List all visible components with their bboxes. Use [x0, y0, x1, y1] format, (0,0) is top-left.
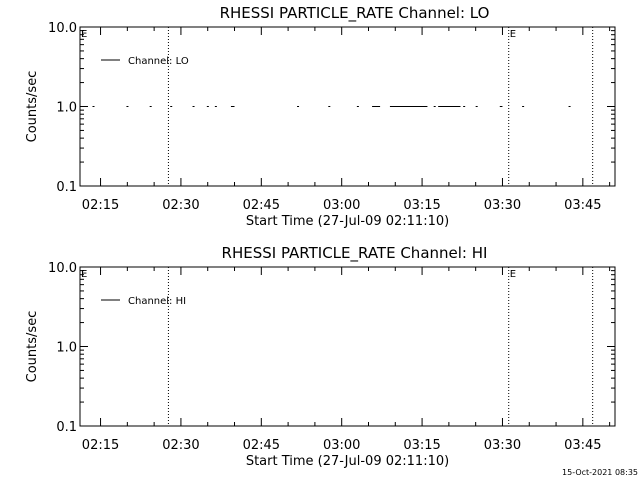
x-axis-label: Start Time (27-Jul-09 02:11:10) — [246, 214, 449, 229]
legend-entry: Channel: LO — [128, 56, 189, 67]
chart-title: RHESSI PARTICLE_RATE Channel: LO — [220, 4, 490, 23]
x-tick-label: 02:30 — [162, 438, 199, 453]
x-tick-label: 02:45 — [243, 438, 280, 453]
x-tick-label: 02:15 — [82, 198, 119, 213]
event-marker-label: E — [510, 269, 516, 280]
event-marker-label: E — [510, 29, 516, 40]
x-tick-label: 03:45 — [564, 198, 601, 213]
chart-panel-lo: RHESSI PARTICLE_RATE Channel: LO 0.1 1.0 10… — [25, 4, 616, 229]
generation-timestamp: 15-Oct-2021 08:35 — [562, 468, 638, 477]
x-tick-label: 02:30 — [162, 198, 199, 213]
y-axis-label: Counts/sec — [25, 311, 40, 383]
y-tick-label: 1.0 — [56, 101, 77, 116]
x-tick-label: 02:45 — [243, 198, 280, 213]
legend-entry: Channel: HI — [128, 296, 186, 307]
x-tick-label: 03:00 — [323, 198, 360, 213]
y-axis-label: Counts/sec — [25, 71, 40, 143]
chart-title: RHESSI PARTICLE_RATE Channel: HI — [222, 244, 488, 263]
x-tick-label: 03:30 — [484, 198, 521, 213]
x-tick-label: 03:30 — [484, 438, 521, 453]
x-tick-label: 03:15 — [403, 438, 440, 453]
x-axis-label: Start Time (27-Jul-09 02:11:10) — [246, 454, 449, 469]
x-tick-label: 03:15 — [403, 198, 440, 213]
corner-label: E — [81, 269, 87, 280]
x-tick-label: 03:00 — [323, 438, 360, 453]
y-tick-label: 0.1 — [56, 420, 77, 435]
y-tick-label: 1.0 — [56, 341, 77, 356]
corner-label: E — [81, 29, 87, 40]
plot-frame — [79, 26, 616, 187]
y-tick-label: 10.0 — [48, 21, 77, 36]
y-tick-label: 0.1 — [56, 180, 77, 195]
y-tick-label: 10.0 — [48, 261, 77, 276]
chart-panel-hi: RHESSI PARTICLE_RATE Channel: HI 0.1 1.0 10… — [25, 244, 616, 469]
x-tick-label: 03:45 — [564, 438, 601, 453]
plot-frame — [79, 266, 616, 427]
x-tick-label: 02:15 — [82, 438, 119, 453]
